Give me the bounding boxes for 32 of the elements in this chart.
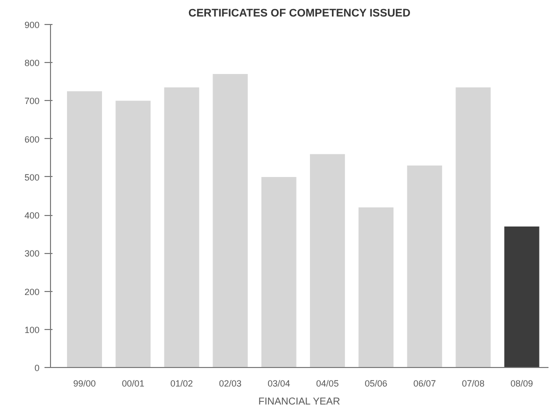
x-axis-title: FINANCIAL YEAR xyxy=(258,396,340,408)
bar xyxy=(407,166,442,368)
x-tick-label: 03/04 xyxy=(268,378,290,388)
chart-title: CERTIFICATES OF COMPETENCY ISSUED xyxy=(188,8,410,20)
x-tick-label: 07/08 xyxy=(462,378,484,388)
bar xyxy=(504,226,540,368)
bar xyxy=(261,176,296,368)
bar xyxy=(116,100,151,368)
x-tick-label: 99/00 xyxy=(73,378,96,388)
bar xyxy=(164,87,200,368)
x-tick-label: 01/02 xyxy=(170,378,193,388)
x-tick-label: 06/07 xyxy=(413,378,436,388)
y-tick-label: 600 xyxy=(24,134,40,144)
y-tick-label: 200 xyxy=(24,286,40,297)
x-tick-label: 04/05 xyxy=(316,378,339,388)
y-tick-label: 300 xyxy=(24,248,40,259)
y-tick-label: 400 xyxy=(24,210,40,221)
x-tick-label: 08/09 xyxy=(510,378,534,388)
bar xyxy=(67,91,102,368)
bar xyxy=(310,154,345,368)
x-tick-label: 02/03 xyxy=(219,378,242,388)
y-tick-label: 500 xyxy=(24,172,40,182)
bar xyxy=(212,74,248,368)
y-tick-label: 700 xyxy=(24,96,40,106)
y-tick-label: 800 xyxy=(24,58,40,68)
y-tick-label: 100 xyxy=(24,324,40,335)
y-tick-label: 900 xyxy=(24,20,40,30)
x-tick-label: 05/06 xyxy=(364,378,388,388)
bar xyxy=(358,207,394,368)
x-tick-label: 00/01 xyxy=(122,378,144,388)
bar xyxy=(456,87,491,368)
y-tick-label: 0 xyxy=(34,363,40,373)
